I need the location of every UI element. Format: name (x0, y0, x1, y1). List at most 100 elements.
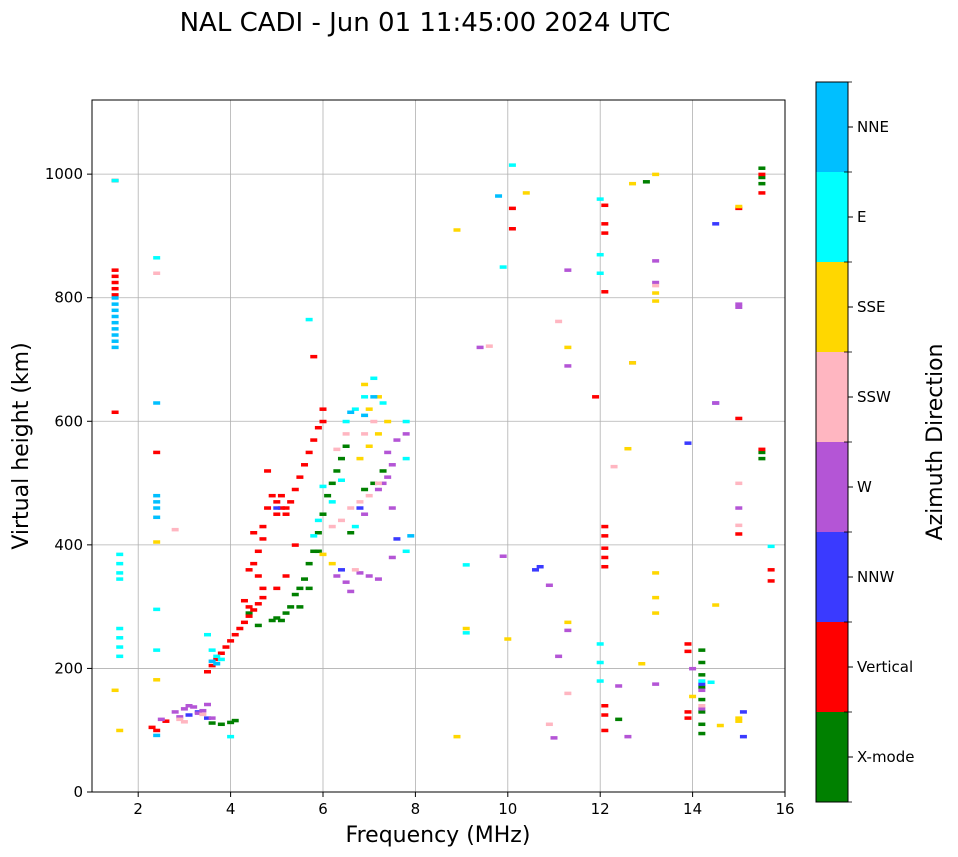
data-point-vertical (111, 280, 119, 285)
data-point-x-mode (698, 697, 706, 702)
data-point-e (328, 500, 336, 504)
data-point-sse (153, 540, 161, 544)
data-point-sse (384, 419, 392, 424)
azimuth-colorbar (816, 82, 848, 802)
data-point-nne (111, 339, 119, 343)
data-point-ssw (698, 704, 706, 708)
data-point-vertical (296, 475, 304, 479)
data-point-w (384, 450, 392, 455)
data-point-w (204, 702, 211, 707)
data-point-w (393, 438, 401, 442)
data-point-x-mode (758, 175, 766, 180)
data-point-vertical (264, 469, 272, 473)
data-point-x-mode (273, 616, 281, 620)
data-point-vertical (259, 595, 267, 600)
data-point-vertical (268, 493, 276, 498)
data-point-nne (153, 500, 161, 504)
data-point-nne (347, 410, 355, 415)
data-point-vertical (240, 598, 248, 603)
data-point-e (116, 552, 124, 557)
data-point-w (374, 487, 382, 492)
data-point-x-mode (305, 586, 313, 591)
data-point-sse (652, 291, 660, 295)
x-tick-label: 10 (498, 800, 517, 818)
data-point-ssw (180, 720, 188, 724)
data-point-vertical (254, 549, 262, 554)
data-point-vertical (273, 586, 281, 591)
data-point-ssw (735, 481, 743, 486)
data-point-vertical (287, 500, 295, 504)
data-point-w (342, 580, 350, 584)
data-point-vertical (277, 493, 285, 498)
data-point-e (499, 265, 507, 269)
data-point-e (707, 680, 715, 685)
data-point-vertical (758, 191, 766, 195)
data-point-vertical (291, 487, 299, 492)
data-point-x-mode (698, 648, 706, 652)
data-point-vertical (254, 602, 262, 606)
data-point-nnw (712, 222, 720, 226)
colorbar-tick-label: SSW (857, 388, 891, 406)
data-point-nne (153, 401, 161, 405)
data-point-ssw (365, 493, 373, 498)
data-point-ssw (545, 722, 553, 727)
data-point-e (319, 484, 327, 489)
data-point-vertical (273, 512, 281, 516)
data-point-nnw (536, 564, 544, 569)
data-point-e (116, 654, 124, 659)
colorbar-segment (816, 712, 848, 802)
data-point-sse (153, 678, 161, 682)
data-point-ssw (370, 419, 378, 424)
data-point-nne (111, 333, 119, 337)
data-point-nne (153, 493, 161, 498)
data-point-vertical (684, 710, 692, 714)
data-point-x-mode (698, 660, 706, 665)
data-point-nne (111, 308, 119, 313)
data-point-x-mode (698, 673, 706, 677)
colorbar-tick-label: E (857, 208, 866, 226)
y-axis-ticks: 0 200 400 600 800 1000 (45, 165, 92, 801)
data-point-x-mode (615, 717, 623, 722)
data-point-nne (495, 194, 503, 198)
data-point-w (615, 684, 623, 688)
colorbar-segment (816, 442, 848, 532)
data-point-e (116, 577, 124, 581)
data-point-x-mode (301, 577, 309, 581)
data-point-vertical (601, 713, 609, 717)
data-point-x-mode (305, 561, 313, 566)
data-point-vertical (240, 620, 248, 625)
data-point-vertical (254, 574, 262, 578)
data-point-e (204, 632, 211, 637)
data-point-ssw (171, 527, 179, 532)
data-point-w (356, 571, 364, 575)
data-point-w (550, 736, 558, 740)
data-point-e (596, 679, 604, 683)
colorbar-tick-label: SSE (857, 298, 886, 316)
data-point-ssw (153, 271, 161, 275)
data-point-ssw (361, 432, 369, 436)
data-point-w (388, 463, 396, 467)
data-point-vertical (245, 614, 253, 618)
data-point-w (388, 506, 396, 510)
data-point-vertical (758, 172, 766, 177)
data-point-vertical (314, 425, 322, 430)
data-point-e (314, 518, 322, 523)
data-point-vertical (273, 500, 281, 504)
data-point-x-mode (370, 481, 378, 486)
colorbar-segment (816, 82, 848, 172)
colorbar-segment (816, 532, 848, 622)
data-point-nne (111, 327, 119, 331)
data-point-sse (624, 446, 632, 451)
data-point-e (361, 395, 369, 399)
data-point-ssw (351, 568, 359, 572)
data-point-e (116, 626, 124, 631)
data-point-w (564, 628, 572, 633)
data-point-vertical (111, 286, 119, 291)
data-point-e (596, 197, 604, 201)
data-point-nne (213, 661, 221, 666)
data-point-x-mode (287, 605, 295, 609)
data-point-w (555, 654, 563, 659)
data-point-vertical (282, 506, 290, 510)
data-point-w (180, 707, 188, 711)
